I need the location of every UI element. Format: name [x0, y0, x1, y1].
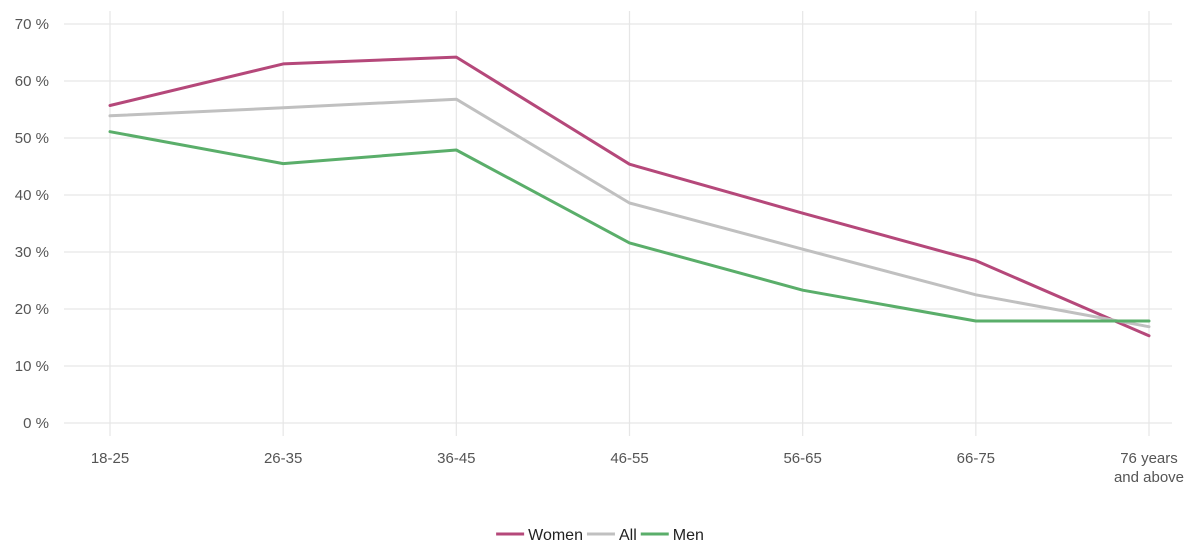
y-tick-label: 40 %: [15, 187, 49, 204]
y-tick-label: 0 %: [23, 415, 49, 432]
grid: [64, 11, 1172, 436]
series-line-women: [108, 55, 1151, 338]
legend-label-women: Women: [528, 527, 583, 544]
series-line-men: [108, 130, 1151, 323]
x-tick-label: 26-35: [264, 450, 302, 467]
legend-label-all: All: [619, 527, 637, 544]
x-tick-label: 56-65: [783, 450, 821, 467]
legend-label-men: Men: [673, 527, 704, 544]
y-tick-label: 60 %: [15, 73, 49, 90]
y-tick-label: 30 %: [15, 244, 49, 261]
x-tick-label: 76 years and above: [1114, 450, 1184, 486]
x-tick-label: 66-75: [957, 450, 995, 467]
x-tick-label: 36-45: [437, 450, 475, 467]
y-tick-label: 10 %: [15, 358, 49, 375]
x-tick-label: 18-25: [91, 450, 129, 467]
series-line-all: [108, 97, 1151, 329]
series-lines: [108, 55, 1151, 338]
y-tick-label: 70 %: [15, 16, 49, 33]
y-axis: 0 % 10 % 20 % 30 % 40 % 50 % 60 % 70 %: [15, 16, 49, 432]
x-tick-label: 46-55: [610, 450, 648, 467]
x-axis: 18-25 26-35 36-45 46-55 56-65 66-75 76 years an…: [91, 450, 1184, 486]
y-tick-label: 20 %: [15, 301, 49, 318]
y-tick-label: 50 %: [15, 130, 49, 147]
legend: Women All Men: [496, 527, 704, 544]
